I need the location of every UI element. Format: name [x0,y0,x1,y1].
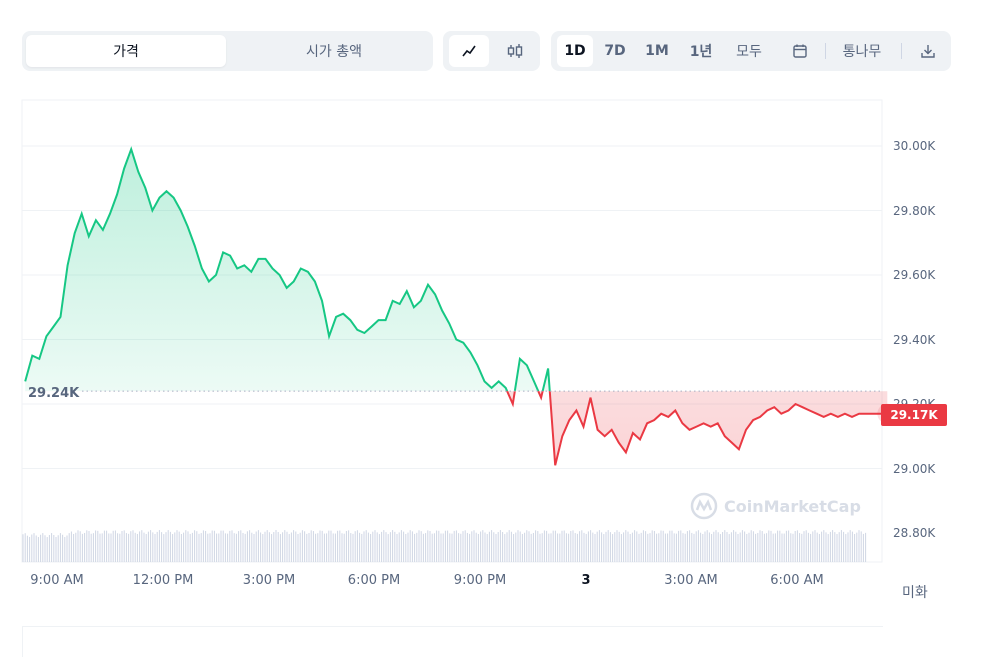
chart-style-toggle [443,31,540,71]
x-tick-label: 9:00 PM [453,573,507,588]
line-chart-icon[interactable] [449,35,489,67]
divider [901,43,902,59]
coinmarketcap-logo-icon [690,492,718,520]
time-range-selector: 1D 7D 1M 1년 모두 통나무 [551,31,951,71]
range-navigator[interactable] [22,626,883,657]
price-line-above [24,146,551,392]
divider [825,43,826,59]
currency-log-button[interactable]: 통나무 [842,44,882,60]
y-tick-label: 29.00K [893,462,936,476]
y-tick-label: 28.80K [893,526,936,540]
range-all[interactable]: 모두 [736,44,762,60]
price-chart[interactable] [0,90,1000,570]
x-tick-label: 3 [581,573,591,588]
range-1m[interactable]: 1M [645,43,669,59]
range-7d[interactable]: 7D [604,43,626,59]
price-line-below [506,391,888,466]
candlestick-icon[interactable] [497,35,533,67]
current-price-badge: 29.17K [881,404,947,426]
calendar-icon[interactable] [784,35,816,67]
area-fill-below [507,391,888,466]
watermark-text: CoinMarketCap [724,496,861,516]
tab-price[interactable]: 가격 [26,35,226,67]
x-tick-label: 12:00 PM [132,573,194,588]
x-tick-label: 3:00 AM [664,573,718,588]
download-icon[interactable] [912,35,944,67]
watermark: CoinMarketCap [690,492,861,520]
area-fill-above [25,149,888,392]
y-tick-label: 30.00K [893,139,936,153]
x-tick-label: 6:00 AM [770,573,824,588]
y-tick-label: 29.40K [893,333,936,347]
chart-type-toggle: 가격 시가 총액 [22,31,433,71]
y-tick-label: 29.80K [893,204,936,218]
currency-unit-label: 미화 [902,585,928,601]
y-tick-label: 29.60K [893,268,936,282]
tab-market-cap[interactable]: 시가 총액 [306,44,362,60]
x-tick-label: 3:00 PM [242,573,296,588]
x-tick-label: 9:00 AM [30,573,84,588]
x-tick-label: 6:00 PM [347,573,401,588]
range-1d[interactable]: 1D [557,35,593,67]
reference-price-label: 29.24K [28,386,80,401]
range-1y[interactable]: 1년 [689,44,713,60]
